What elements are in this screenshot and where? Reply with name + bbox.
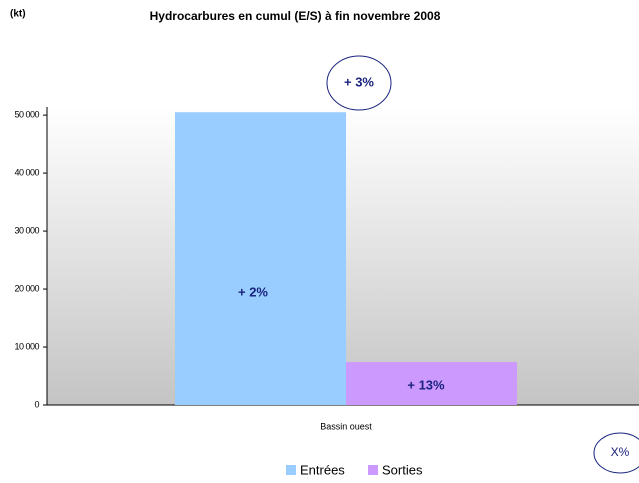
y-tick-label: 40 000 bbox=[14, 167, 39, 177]
legend-swatch bbox=[368, 465, 378, 475]
bar bbox=[175, 112, 346, 405]
annotation: X% bbox=[611, 445, 630, 459]
annotation-circle bbox=[326, 55, 392, 111]
bar bbox=[346, 362, 517, 405]
y-tick-label: 10 000 bbox=[14, 341, 39, 351]
annotation: + 13% bbox=[407, 377, 445, 392]
annotation-circle bbox=[593, 432, 639, 474]
y-tick-label: 0 bbox=[34, 399, 39, 409]
chart-title: Hydrocarbures en cumul (E/S) à fin novem… bbox=[150, 9, 441, 23]
y-tick-label: 20 000 bbox=[14, 283, 39, 293]
y-tick-label: 50 000 bbox=[14, 109, 39, 119]
unit-label: (kt) bbox=[10, 9, 26, 20]
legend-swatch bbox=[286, 465, 296, 475]
legend-label: Entrées bbox=[300, 462, 345, 477]
x-tick-label: Bassin ouest bbox=[320, 421, 372, 431]
y-tick-label: 30 000 bbox=[14, 225, 39, 235]
legend-label: Sorties bbox=[382, 462, 423, 477]
annotation: + 2% bbox=[238, 284, 268, 299]
annotation: + 3% bbox=[344, 74, 374, 89]
